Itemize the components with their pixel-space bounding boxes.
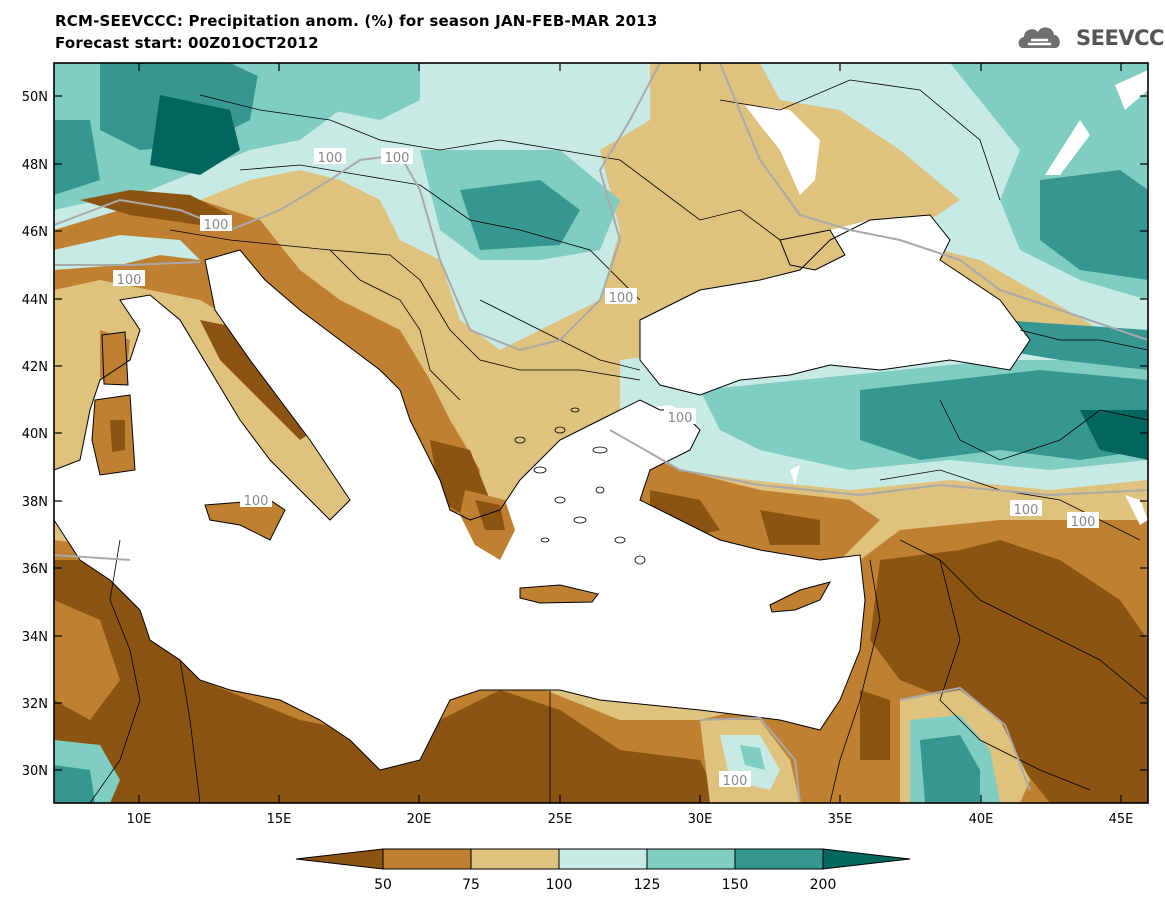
aegean-islands	[514, 407, 646, 565]
lat-label: 50N	[22, 90, 48, 105]
colorbar-segment	[558, 848, 648, 870]
colorbar-segment	[470, 848, 560, 870]
precipitation-field	[54, 63, 1148, 803]
lat-label: 48N	[22, 158, 48, 173]
lat-label: 46N	[22, 225, 48, 240]
contour-labels: 100 100 100 100 100 100 100 100 100 100	[113, 148, 1099, 789]
lat-label: 36N	[22, 562, 48, 577]
colorbar-label: 50	[374, 877, 392, 893]
colorbar-segment	[382, 848, 472, 870]
contour-label: 100	[668, 411, 693, 426]
contour-label: 100	[1071, 515, 1096, 530]
colorbar-segment	[734, 848, 824, 870]
lon-label: 30E	[688, 812, 713, 827]
coastline	[54, 214, 1031, 771]
contour-label: 100	[244, 494, 269, 509]
logo-text: SEEVCCC	[1076, 26, 1165, 50]
lat-label: 34N	[22, 630, 48, 645]
contour-100-line	[54, 63, 1148, 803]
lon-label: 35E	[828, 812, 853, 827]
lat-label: 40N	[22, 427, 48, 442]
colorbar	[295, 848, 911, 870]
contour-label: 100	[204, 218, 229, 233]
longitude-axis: 10E 15E 20E 25E 30E 35E 40E 45E	[127, 63, 1134, 827]
latitude-axis: 50N 48N 46N 44N 42N 40N 38N 36N 34N 32N …	[22, 90, 1148, 779]
country-borders	[89, 79, 1148, 803]
colorbar-label: 125	[634, 877, 661, 893]
forecast-start: Forecast start: 00Z01OCT2012	[55, 34, 319, 52]
lat-label: 38N	[22, 495, 48, 510]
lon-label: 40E	[969, 812, 994, 827]
colorbar-label: 75	[462, 877, 480, 893]
lat-label: 42N	[22, 360, 48, 375]
contour-label: 100	[1014, 503, 1039, 518]
lon-label: 10E	[127, 812, 152, 827]
colorbar-label: 200	[810, 877, 837, 893]
colorbar-labels: 50 75 100 125 150 200	[374, 877, 836, 893]
colorbar-segment	[646, 848, 736, 870]
lon-label: 20E	[407, 812, 432, 827]
colorbar-segment	[822, 848, 911, 870]
map-title: RCM-SEEVCCC: Precipitation anom. (%) for…	[55, 12, 658, 30]
contour-label: 100	[318, 151, 343, 166]
contour-label: 100	[117, 273, 142, 288]
colorbar-label: 100	[546, 877, 573, 893]
colorbar-segment	[295, 848, 384, 870]
lon-label: 45E	[1109, 812, 1134, 827]
cloud-icon	[1018, 27, 1060, 48]
lat-label: 32N	[22, 697, 48, 712]
lat-label: 44N	[22, 293, 48, 308]
contour-label: 100	[385, 151, 410, 166]
colorbar-label: 150	[722, 877, 749, 893]
contour-label: 100	[609, 291, 634, 306]
contour-label: 100	[723, 774, 748, 789]
lon-label: 15E	[267, 812, 292, 827]
lon-label: 25E	[548, 812, 573, 827]
lat-label: 30N	[22, 764, 48, 779]
